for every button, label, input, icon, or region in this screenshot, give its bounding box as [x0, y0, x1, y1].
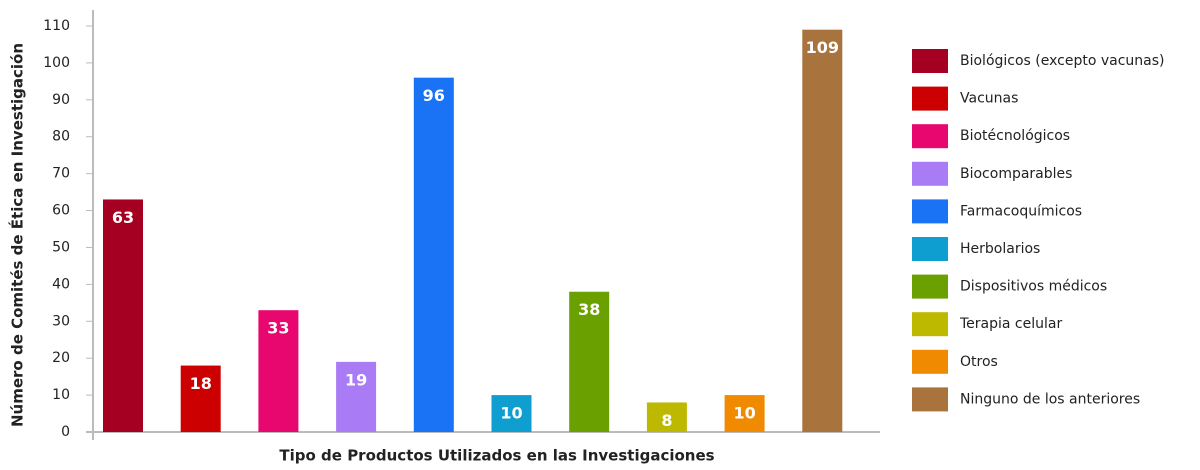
y-tick-label: 50	[52, 239, 70, 255]
data-label: 109	[806, 38, 839, 57]
legend-label: Dispositivos médicos	[960, 279, 1107, 295]
legend-swatch	[912, 387, 948, 412]
legend-swatch	[912, 161, 948, 186]
legend-label: Biológicos (excepto vacunas)	[960, 53, 1165, 69]
legend-label: Farmacoquímicos	[960, 203, 1082, 219]
legend-swatch	[912, 199, 948, 224]
data-label: 33	[267, 319, 289, 338]
legend-label: Otros	[960, 354, 998, 370]
legend-swatch	[912, 237, 948, 261]
legend-label: Vacunas	[960, 91, 1018, 107]
data-label: 63	[112, 208, 134, 227]
legend-label: Herbolarios	[960, 241, 1040, 257]
legend-label: Biocomparables	[960, 166, 1072, 182]
y-axis-title: Número de Comités de Ética en Investigac…	[8, 43, 27, 427]
bar	[336, 361, 377, 432]
y-tick-label: 100	[43, 55, 70, 71]
y-tick-label: 40	[52, 276, 70, 292]
data-label: 10	[733, 404, 755, 423]
bar	[413, 77, 454, 432]
bar	[491, 395, 532, 432]
data-label: 38	[578, 300, 600, 319]
legend-swatch	[912, 312, 948, 337]
y-tick-label: 80	[52, 129, 70, 145]
data-label: 10	[500, 404, 522, 423]
legend-swatch	[912, 124, 948, 149]
legend-swatch	[912, 86, 948, 111]
y-tick-label: 30	[52, 313, 70, 329]
bar	[103, 199, 143, 432]
legend-swatch	[912, 349, 948, 374]
y-tick-label: 60	[52, 203, 70, 219]
y-tick-label: 10	[52, 387, 70, 403]
bar	[802, 29, 843, 432]
legend-label: Ninguno de los anteriores	[960, 391, 1140, 407]
data-label: 19	[345, 370, 367, 389]
y-tick-label: 0	[61, 424, 70, 440]
data-label: 96	[423, 86, 445, 105]
legend-swatch	[912, 49, 948, 73]
bar	[569, 291, 610, 432]
legend-swatch	[912, 274, 948, 299]
y-tick-label: 90	[52, 92, 70, 108]
bar	[258, 310, 299, 432]
bar	[180, 365, 221, 432]
x-axis-title: Tipo de Productos Utilizados en las Inve…	[279, 447, 714, 465]
data-label: 18	[190, 374, 212, 393]
bar	[646, 402, 687, 432]
y-tick-label: 20	[52, 350, 70, 366]
bar	[724, 395, 765, 432]
data-label: 8	[661, 411, 672, 430]
legend-label: Terapia celular	[959, 316, 1062, 332]
y-tick-label: 110	[43, 18, 70, 34]
y-tick-label: 70	[52, 166, 70, 182]
legend-label: Biotécnológicos	[960, 128, 1070, 144]
